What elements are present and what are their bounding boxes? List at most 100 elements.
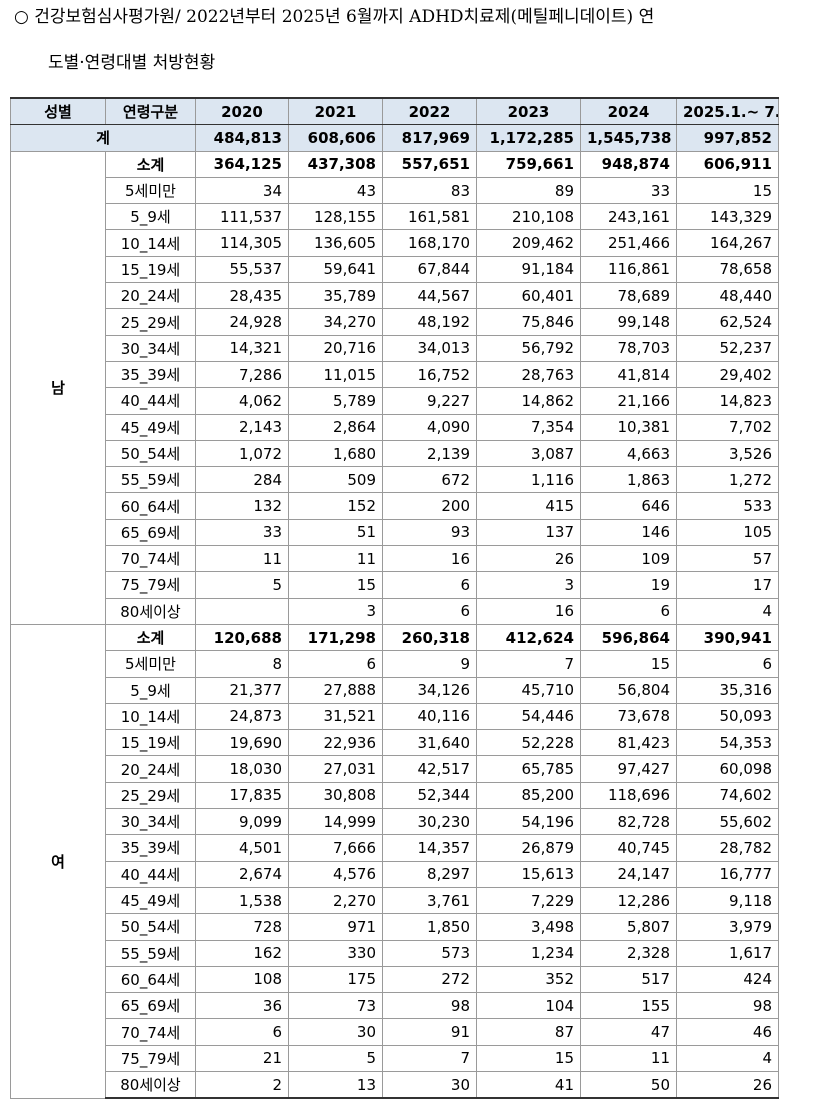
row-label: 75_79세 [105, 1044, 196, 1072]
cell-value: 56,792 [476, 334, 581, 362]
cell-value: 42,517 [382, 755, 477, 783]
age-row: 5_9세 21,377 27,888 34,126 45,710 56,804 35,316 [11, 676, 779, 704]
column-header: 2021 [288, 97, 383, 126]
cell-value: 14,862 [476, 387, 581, 415]
cell-value: 47 [580, 1018, 677, 1046]
cell-value: 7,354 [476, 413, 581, 441]
cell-value: 75,846 [476, 308, 581, 336]
cell-value: 46 [676, 1018, 779, 1046]
total-value: 1,545,738 [580, 124, 677, 152]
cell-value: 97,427 [580, 755, 677, 783]
cell-value: 3,087 [476, 439, 581, 468]
cell-value: 2,139 [382, 439, 477, 468]
row-label: 25_29세 [105, 308, 196, 336]
cell-value: 17 [676, 571, 779, 599]
cell-value: 728 [195, 913, 289, 941]
row-label: 80세이상 [105, 1070, 196, 1100]
cell-value: 1,617 [676, 939, 779, 967]
cell-value: 4,501 [195, 834, 289, 862]
cell-value: 48,192 [382, 308, 477, 336]
title-line: ○ 건강보험심사평가원/ 2022년부터 2025년 6월까지 ADHD치료제(… [14, 7, 655, 27]
row-label: 소계 [105, 623, 196, 652]
cell-value: 3 [476, 571, 581, 599]
cell-value: 412,624 [476, 623, 581, 652]
row-label: 35_39세 [105, 834, 196, 862]
cell-value: 424 [676, 965, 779, 994]
cell-value: 4,663 [580, 439, 677, 468]
row-label: 55_59세 [105, 939, 196, 967]
cell-value: 34,013 [382, 334, 477, 362]
cell-value: 19 [580, 571, 677, 599]
cell-value: 9,227 [382, 387, 477, 415]
cell-value: 35,316 [676, 676, 779, 704]
row-label: 5세미만 [105, 176, 196, 205]
cell-value: 28,763 [476, 360, 581, 389]
cell-value: 98 [676, 992, 779, 1020]
age-row: 25_29세 24,928 34,270 48,192 75,846 99,148 62,5… [11, 308, 779, 336]
cell-value: 27,888 [288, 676, 383, 704]
cell-value: 30,230 [382, 808, 477, 836]
cell-value: 60,401 [476, 282, 581, 310]
cell-value: 27,031 [288, 755, 383, 783]
cell-value: 4,062 [195, 387, 289, 415]
cell-value: 120,688 [195, 623, 289, 652]
age-row: 5세미만 8 6 9 7 15 6 [11, 650, 779, 678]
cell-value: 12,286 [580, 886, 677, 915]
cell-value: 40,116 [382, 702, 477, 731]
cell-value: 5 [288, 1044, 383, 1072]
column-header: 2024 [580, 97, 677, 126]
cell-value: 11 [195, 545, 289, 573]
cell-value: 9 [382, 650, 477, 678]
column-header: 2025.1.~ 7. [676, 97, 779, 126]
cell-value: 4,576 [288, 860, 383, 888]
row-label: 10_14세 [105, 702, 196, 731]
cell-value: 21,377 [195, 676, 289, 704]
cell-value: 24,928 [195, 308, 289, 336]
cell-value: 85,200 [476, 781, 581, 810]
header-row: 성별 연령구분 2020 2021 2022 2023 2024 2025.1.~ 7. [10, 97, 779, 126]
cell-value: 364,125 [195, 150, 289, 178]
cell-value: 284 [195, 466, 289, 494]
subtotal-row: 여 소계 120,688 171,298 260,318 412,624 596,864 39… [10, 623, 779, 1099]
cell-value: 2,328 [580, 939, 677, 967]
cell-value: 128,155 [288, 203, 383, 231]
cell-value: 1,234 [476, 939, 581, 967]
row-label: 35_39세 [105, 360, 196, 389]
cell-value: 390,941 [676, 623, 779, 652]
cell-value: 2,674 [195, 860, 289, 888]
cell-value: 2,864 [288, 413, 383, 441]
cell-value: 3,979 [676, 913, 779, 941]
age-row: 5세미만 34 43 83 89 33 15 [11, 176, 779, 205]
total-value: 997,852 [676, 124, 779, 152]
row-label: 25_29세 [105, 781, 196, 810]
cell-value: 3 [288, 597, 383, 625]
age-row: 55_59세 162 330 573 1,234 2,328 1,617 [11, 939, 779, 967]
cell-value: 15 [476, 1044, 581, 1072]
cell-value: 62,524 [676, 308, 779, 336]
cell-value: 52,228 [476, 729, 581, 757]
cell-value: 83 [382, 176, 477, 205]
total-value: 484,813 [195, 124, 289, 152]
cell-value: 73 [288, 992, 383, 1020]
cell-value: 67,844 [382, 255, 477, 284]
cell-value: 352 [476, 965, 581, 994]
cell-value: 3,526 [676, 439, 779, 468]
cell-value: 30,808 [288, 781, 383, 810]
row-label: 5_9세 [105, 676, 196, 704]
cell-value: 557,651 [382, 150, 477, 178]
cell-value: 1,538 [195, 886, 289, 915]
cell-value: 8 [195, 650, 289, 678]
cell-value: 596,864 [580, 623, 677, 652]
row-label: 50_54세 [105, 913, 196, 941]
cell-value: 104 [476, 992, 581, 1020]
cell-value: 118,696 [580, 781, 677, 810]
cell-value [195, 597, 289, 625]
row-label: 80세이상 [105, 597, 196, 625]
row-label: 30_34세 [105, 808, 196, 836]
row-label: 65_69세 [105, 992, 196, 1020]
cell-value: 4,090 [382, 413, 477, 441]
column-header: 연령구분 [105, 97, 196, 126]
cell-value: 4 [676, 1044, 779, 1072]
total-label: 계 [10, 124, 196, 152]
cell-value: 34,126 [382, 676, 477, 704]
